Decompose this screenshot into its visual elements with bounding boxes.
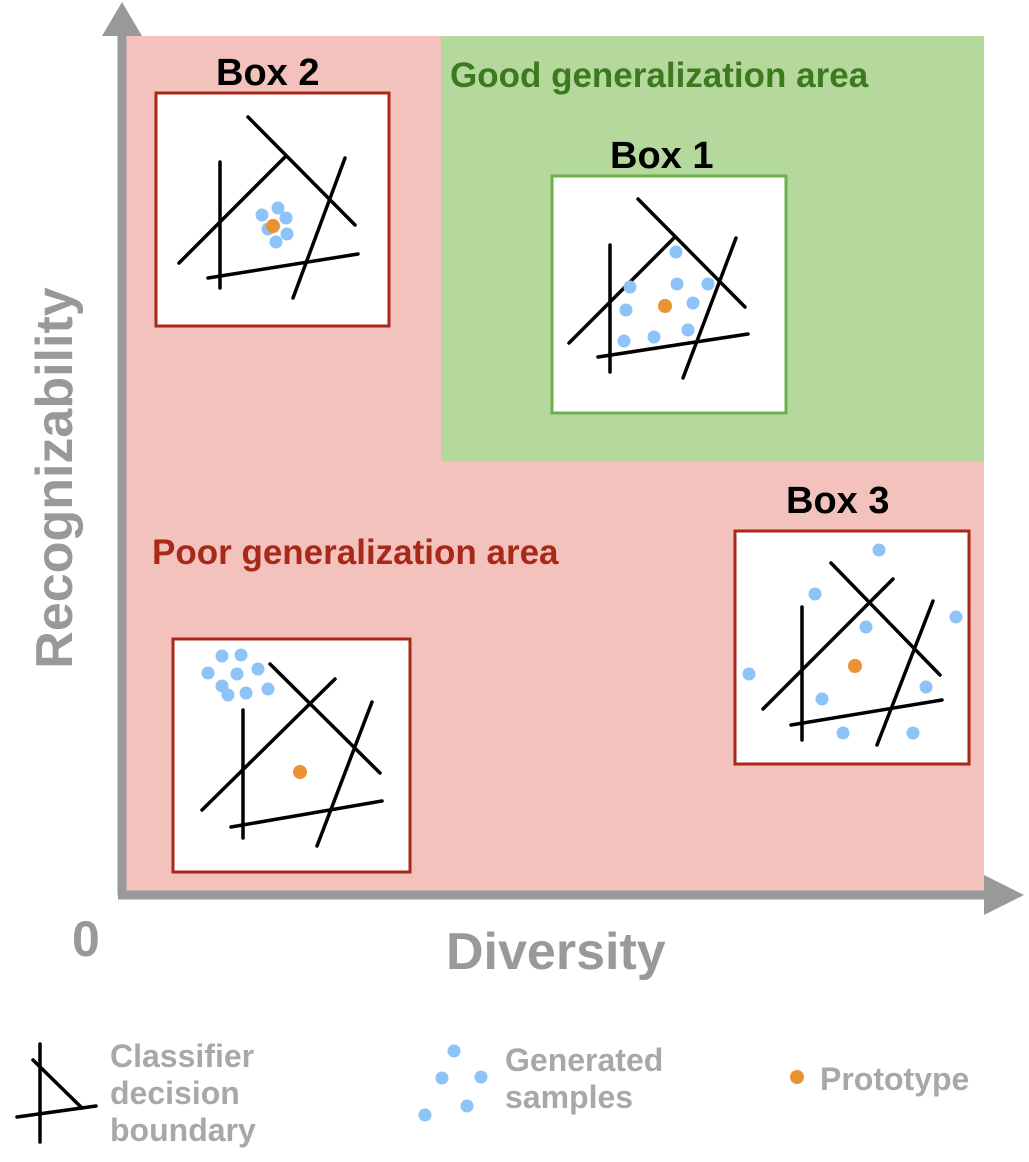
boundary-legend-icon bbox=[15, 1042, 98, 1144]
samples-legend-icon bbox=[418, 1044, 488, 1122]
x-axis-label: Diversity bbox=[446, 923, 666, 981]
box-1-prototype bbox=[658, 299, 672, 313]
boundary-legend-text: Classifier decision boundary bbox=[110, 1038, 256, 1149]
prototype-legend-text: Prototype bbox=[820, 1061, 970, 1097]
y-axis-label: Recognizability bbox=[26, 287, 84, 668]
boundary-legend-line-1: Classifier bbox=[110, 1038, 255, 1074]
box-1-label: Box 1 bbox=[610, 135, 714, 177]
box-2-prototype bbox=[266, 219, 280, 233]
boundary-legend-line-2: decision bbox=[110, 1075, 240, 1111]
x-axis-arrow bbox=[984, 875, 1024, 915]
poor-generalization-label: Poor generalization area bbox=[152, 533, 559, 572]
good-generalization-label: Good generalization area bbox=[450, 56, 869, 95]
box-3 bbox=[733, 529, 971, 766]
boundary-legend-line-3: boundary bbox=[110, 1112, 256, 1148]
box-1 bbox=[550, 174, 788, 415]
samples-legend-line-1: Generated bbox=[505, 1042, 664, 1078]
box-2-label: Box 2 bbox=[216, 52, 320, 94]
box-2-boundaries bbox=[177, 115, 360, 300]
box-3-prototype bbox=[848, 659, 862, 673]
box-3-label: Box 3 bbox=[786, 480, 890, 522]
prototype-legend-icon bbox=[790, 1070, 804, 1084]
box-1-samples bbox=[617, 245, 715, 348]
origin-label: 0 bbox=[72, 911, 100, 967]
box-4-samples bbox=[201, 648, 275, 702]
y-axis-arrow bbox=[102, 2, 142, 36]
box-3-samples bbox=[742, 543, 963, 740]
box-2-samples bbox=[255, 201, 294, 249]
box-3-boundaries bbox=[761, 561, 944, 747]
samples-legend-line-2: samples bbox=[505, 1079, 634, 1115]
samples-legend-text: Generated samples bbox=[505, 1042, 663, 1116]
box-4-prototype bbox=[293, 765, 307, 779]
box-4-boundaries bbox=[200, 662, 384, 848]
box-1-boundaries bbox=[567, 197, 750, 380]
box-4 bbox=[171, 637, 412, 874]
